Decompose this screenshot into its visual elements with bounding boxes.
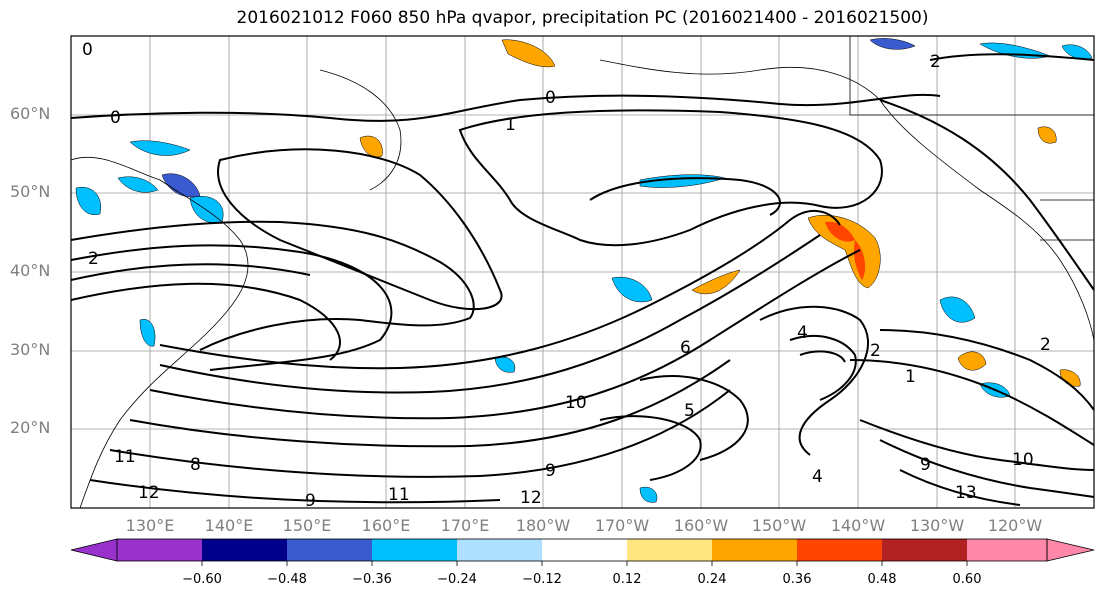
colorbar-bin — [797, 539, 882, 561]
colorbar-bin — [202, 539, 287, 561]
colorbar-bin — [627, 539, 712, 561]
contour-label: 9 — [920, 455, 931, 475]
qvapor-contours — [70, 53, 1095, 506]
colorbar-tick-label: −0.12 — [522, 572, 562, 587]
contour-label: 6 — [680, 338, 691, 358]
contour-label: 12 — [138, 483, 160, 503]
contour-label: 0 — [82, 40, 93, 60]
colorbar-tick-label: −0.48 — [267, 572, 307, 587]
colorbar-extend-min — [70, 538, 118, 562]
lon-label: 160°W — [673, 516, 729, 535]
lon-label: 140°W — [830, 516, 886, 535]
colorbar-tick-label: 0.12 — [612, 572, 642, 587]
coastlines — [70, 36, 1095, 509]
lon-label: 140°E — [204, 516, 254, 535]
lon-label: 160°E — [361, 516, 411, 535]
colorbar-bin — [712, 539, 797, 561]
lat-label: 40°N — [10, 261, 51, 280]
colorbar-bin — [117, 539, 202, 561]
colorbar-tick-label: −0.36 — [352, 572, 392, 587]
lon-label: 120°W — [987, 516, 1043, 535]
colorbar — [70, 538, 1095, 566]
contour-label: 12 — [520, 488, 542, 508]
colorbar-bin — [967, 539, 1047, 561]
lon-label: 180°W — [515, 516, 571, 535]
map-frame — [70, 35, 1095, 509]
lon-label: 130°W — [909, 516, 965, 535]
colorbar-tick-label: 0.48 — [867, 572, 897, 587]
contour-label: 11 — [388, 485, 410, 505]
precipitation-shading — [75, 38, 1093, 503]
colorbar-tick-label: 0.36 — [782, 572, 812, 587]
contour-label: 9 — [305, 491, 316, 511]
lat-label: 30°N — [10, 340, 51, 359]
contour-label: 10 — [1012, 450, 1034, 470]
contour-label-group: 0 0 0 1 2 2 2 4 5 6 8 9 9 10 10 11 11 12… — [82, 40, 1051, 511]
contour-label: 11 — [114, 447, 136, 467]
contour-label: 9 — [545, 461, 556, 481]
contour-label: 13 — [955, 483, 977, 503]
contour-label: 1 — [505, 115, 516, 135]
colorbar-extend-max — [1046, 538, 1095, 562]
colorbar-bin — [457, 539, 542, 561]
contour-label: 4 — [797, 323, 808, 343]
colorbar-bin — [882, 539, 967, 561]
colorbar-tick-label: 0.24 — [697, 572, 727, 587]
contour-label: 0 — [110, 108, 121, 128]
map-title: 2016021012 F060 850 hPa qvapor, precipit… — [236, 8, 929, 28]
lon-label: 130°E — [125, 516, 175, 535]
contour-label: 10 — [565, 393, 587, 413]
lon-label: 170°E — [440, 516, 490, 535]
colorbar-bin — [287, 539, 372, 561]
contour-label: 4 — [812, 467, 823, 487]
lat-label: 50°N — [10, 182, 51, 201]
contour-label: 5 — [684, 401, 695, 421]
colorbar-tick-label: −0.60 — [182, 572, 222, 587]
lat-label: 60°N — [10, 104, 51, 123]
contour-label: 8 — [190, 455, 201, 475]
contour-label: 0 — [545, 88, 556, 108]
lon-label: 170°W — [594, 516, 650, 535]
contour-label: 2 — [1040, 335, 1051, 355]
colorbar-bin — [542, 539, 627, 561]
colorbar-bin — [372, 539, 457, 561]
contour-label: 2 — [870, 341, 881, 361]
colorbar-tick-label: −0.24 — [437, 572, 477, 587]
contour-label: 1 — [905, 367, 916, 387]
colorbar-tick-label: 0.60 — [952, 572, 982, 587]
lat-label: 20°N — [10, 418, 51, 437]
lon-label: 150°W — [751, 516, 807, 535]
contour-label: 2 — [930, 52, 941, 72]
contour-label: 2 — [88, 249, 99, 269]
lon-label: 150°E — [282, 516, 332, 535]
